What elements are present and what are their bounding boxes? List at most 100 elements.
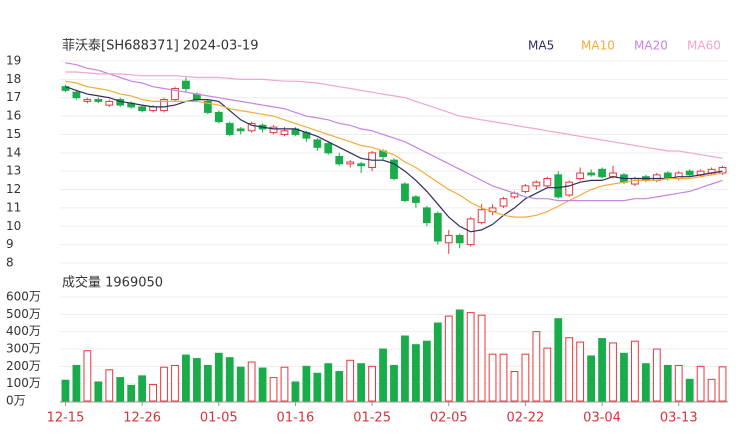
volume-bar: [696, 365, 705, 402]
candle-body: [203, 100, 212, 113]
candle-body: [357, 163, 366, 167]
ma-line: [65, 86, 723, 233]
candle-body: [685, 170, 694, 176]
legend-label: MA10: [581, 39, 615, 53]
volume-title: 成交量 1969050: [62, 275, 163, 291]
y-tick-label: 10: [6, 219, 21, 233]
volume-bar: [105, 369, 114, 402]
volume-bar: [138, 375, 147, 402]
volume-bar: [718, 366, 727, 402]
volume-bar: [499, 353, 508, 402]
y-tick-label: 300万: [6, 342, 41, 356]
y-tick-label: 14: [6, 145, 21, 159]
candle-body: [477, 209, 486, 224]
volume-bar: [182, 354, 190, 402]
volume-bar: [269, 377, 278, 402]
volume-bar: [324, 363, 333, 402]
volume-bar: [532, 331, 541, 402]
volume-bar: [83, 350, 92, 402]
y-tick-label: 100万: [6, 376, 41, 390]
volume-bar: [466, 312, 475, 402]
candle-body: [543, 178, 552, 187]
chart-title: 菲沃泰[SH688371] 2024-03-19: [62, 39, 258, 54]
volume-bar: [707, 378, 716, 402]
volume-bar: [225, 357, 234, 402]
candle-body: [214, 111, 223, 123]
candle-body: [182, 80, 190, 90]
x-tick-label: 03-13: [660, 411, 698, 426]
volume-bar: [412, 344, 420, 402]
volume-bar: [368, 365, 376, 402]
y-tick-label: 200万: [6, 359, 41, 373]
candle-body: [61, 86, 70, 91]
x-tick-label: 03-04: [583, 411, 621, 426]
x-tick-label: 01-05: [200, 411, 238, 426]
volume-bar: [280, 366, 289, 402]
volume-bar: [422, 340, 431, 402]
candle-body: [171, 88, 179, 101]
y-tick-label: 15: [6, 127, 21, 141]
volume-bar: [236, 366, 245, 402]
y-tick-label: 9: [6, 237, 14, 251]
volume-bar: [94, 381, 103, 402]
volume-bar: [663, 364, 672, 402]
volume-bar: [302, 365, 311, 402]
volume-bar: [587, 355, 596, 402]
y-tick-label: 8: [6, 256, 14, 270]
ma-line: [65, 80, 723, 218]
y-tick-label: 11: [6, 200, 21, 214]
volume-bar: [652, 348, 661, 402]
x-tick-label: 01-16: [277, 411, 315, 426]
y-tick-label: 17: [6, 90, 21, 104]
candle-body: [225, 122, 234, 135]
volume-bar: [171, 364, 179, 402]
candle-body: [565, 181, 574, 196]
volume-bar: [357, 363, 366, 402]
legend-label: MA5: [528, 39, 554, 53]
volume-bar: [685, 378, 694, 402]
volume-bar: [203, 364, 212, 402]
candle-body: [105, 100, 114, 106]
candle-body: [94, 99, 103, 102]
x-tick-label: 02-22: [507, 411, 545, 426]
volume-bar: [565, 337, 574, 402]
volume-bar: [510, 371, 519, 402]
x-tick-label: 12-15: [47, 411, 85, 426]
legend-label: MA60: [687, 39, 721, 53]
volume-bar: [116, 377, 125, 402]
candle-body: [499, 198, 508, 207]
candle-body: [138, 106, 147, 112]
candle-body: [390, 159, 398, 180]
volume-bar: [335, 371, 344, 402]
volume-bar: [554, 318, 563, 402]
candle-body: [412, 196, 420, 203]
candle-body: [444, 234, 453, 244]
volume-bar: [631, 340, 639, 402]
volume-bar: [576, 341, 585, 402]
volume-bar: [477, 314, 486, 402]
candle-body: [521, 185, 530, 192]
candle-body: [247, 122, 256, 132]
volume-bar: [390, 364, 398, 402]
y-tick-label: 19: [6, 54, 21, 68]
volume-bar: [247, 361, 256, 402]
volume-bar: [521, 353, 530, 402]
candle-body: [313, 139, 322, 148]
candle-body: [83, 99, 92, 102]
ma-line: [65, 71, 723, 159]
candle-body: [576, 172, 585, 180]
volume-bar: [620, 352, 628, 402]
candle-body: [160, 99, 168, 112]
x-tick-label: 12-26: [123, 411, 161, 426]
volume-bar: [598, 338, 606, 402]
volume-bar: [455, 309, 464, 402]
candle-body: [674, 172, 683, 180]
candle-body: [401, 183, 409, 202]
candle-body: [598, 168, 606, 178]
volume-bar: [149, 384, 157, 402]
candle-body: [718, 167, 727, 174]
volume-bar: [258, 367, 267, 402]
candle-body: [335, 155, 344, 165]
candle-body: [554, 174, 563, 198]
